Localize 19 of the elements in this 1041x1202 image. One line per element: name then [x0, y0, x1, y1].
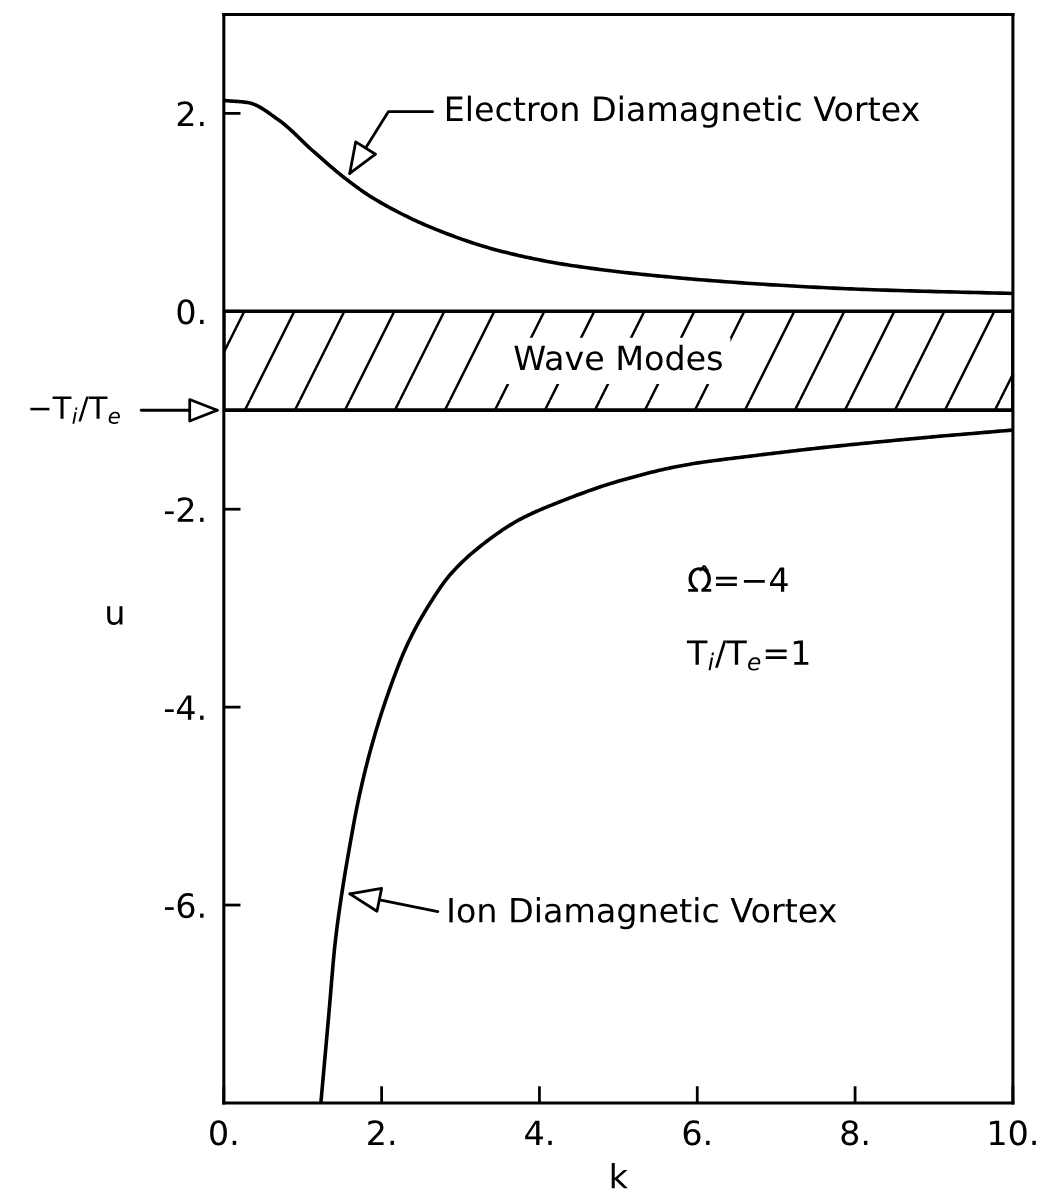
x-tick-label: 8.	[841, 1120, 868, 1146]
y-tick-label: -6.	[164, 892, 204, 919]
x-tick-label: 6.	[683, 1120, 710, 1146]
ref-line-label: −T$_{i}$/T$_{e}$	[30, 396, 120, 424]
x-tick-label: 10.	[990, 1120, 1036, 1146]
y-tick-label: 0.	[177, 299, 204, 325]
x-axis-title: k	[611, 1162, 628, 1189]
y-tick-label: -4.	[164, 695, 204, 720]
x-tick-label: 0.	[210, 1120, 237, 1146]
annotation: Electron Diamagnetic Vortex	[446, 95, 920, 128]
x-tick-label: 4.	[525, 1120, 552, 1145]
band-label: Wave Modes	[514, 344, 722, 371]
x-tick-label: 2.	[368, 1120, 394, 1145]
annotation: Ω̂=−4	[688, 565, 788, 592]
annotation: Ion Diamagnetic Vortex	[449, 897, 837, 930]
y-tick-label: -2.	[164, 497, 204, 522]
y-axis-title: u	[107, 605, 123, 625]
annotation: T$_{i}$/T$_{e}$=1	[686, 640, 809, 671]
y-tick-label: 2.	[177, 101, 204, 127]
